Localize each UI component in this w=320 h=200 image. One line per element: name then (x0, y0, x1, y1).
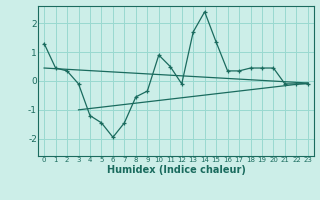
X-axis label: Humidex (Indice chaleur): Humidex (Indice chaleur) (107, 165, 245, 175)
